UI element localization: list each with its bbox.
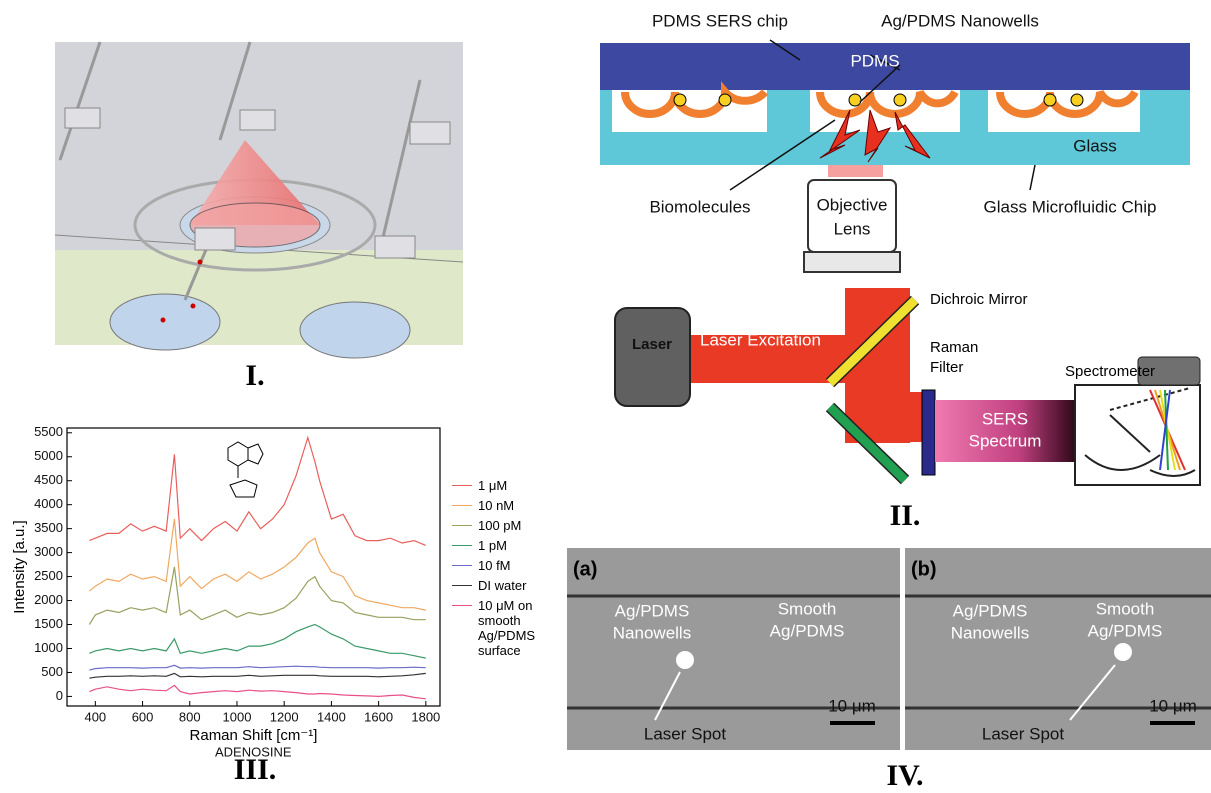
- panel-label: I.: [245, 359, 264, 392]
- legend-label: 10 fM: [478, 558, 548, 573]
- y-tick-label: 4500: [34, 472, 63, 487]
- region-label: Ag/PDMS: [1088, 621, 1163, 640]
- region-label: Ag/PDMS: [770, 621, 845, 640]
- legend-swatch: [452, 505, 472, 506]
- label: Raman: [930, 339, 978, 356]
- y-tick-label: 2000: [34, 592, 63, 607]
- series-line: [89, 438, 425, 546]
- legend: 1 μM 10 nM 100 pM 1 pM 10 fM DI water 10 μM on…: [452, 478, 562, 663]
- y-tick-label: 0: [56, 688, 63, 703]
- panel-i-render: [55, 42, 463, 358]
- series-line: [89, 625, 425, 659]
- legend-swatch: [452, 585, 472, 586]
- legend-swatch: [452, 605, 472, 606]
- series-line: [89, 665, 425, 670]
- x-tick-label: 1800: [411, 709, 440, 724]
- label: SERS: [982, 409, 1028, 428]
- x-tick-label: 400: [84, 709, 106, 724]
- legend-label: 1 pM: [478, 538, 548, 553]
- micrographs: [567, 548, 1211, 750]
- x-tick-label: 1400: [317, 709, 346, 724]
- scale-label: 10 μm: [828, 696, 876, 715]
- series-line: [89, 685, 425, 698]
- legend-label: 10 μM on smooth Ag/PDMS surface: [478, 598, 548, 658]
- x-tick-label: 1200: [270, 709, 299, 724]
- legend-entry: 10 fM: [452, 558, 562, 573]
- y-tick-label: 5500: [34, 424, 63, 439]
- legend-swatch: [452, 565, 472, 566]
- y-tick-label: 500: [41, 664, 63, 679]
- scale-label: 10 μm: [1149, 696, 1197, 715]
- spot-label: Laser Spot: [644, 724, 726, 743]
- legend-label: DI water: [478, 578, 548, 593]
- label: Glass: [1073, 136, 1116, 155]
- label: Spectrum: [969, 431, 1042, 450]
- label: Lens: [834, 219, 871, 238]
- label: Laser Excitation: [700, 330, 821, 349]
- y-axis-label: Intensity [a.u.]: [11, 520, 28, 613]
- label: Laser: [632, 336, 672, 353]
- legend-entry: 10 μM on smooth Ag/PDMS surface: [452, 598, 562, 658]
- legend-label: 100 pM: [478, 518, 548, 533]
- legend-entry: 100 pM: [452, 518, 562, 533]
- region-label: Smooth: [1096, 599, 1155, 618]
- panel-tag: (b): [911, 558, 937, 580]
- region-label: Nanowells: [613, 623, 691, 642]
- label: Dichroic Mirror: [930, 291, 1028, 308]
- region-label: Smooth: [778, 599, 837, 618]
- y-tick-label: 2500: [34, 568, 63, 583]
- region-label: Ag/PDMS: [615, 601, 690, 620]
- legend-entry: 1 pM: [452, 538, 562, 553]
- panel-ii-diagram: [600, 40, 1200, 485]
- label: Spectrometer: [1065, 363, 1155, 380]
- page: {"panel_labels": ["I.", "II.", "III.", "…: [0, 0, 1211, 793]
- legend-label: 10 nM: [478, 498, 548, 513]
- series-line: [89, 673, 425, 678]
- x-tick-label: 800: [179, 709, 201, 724]
- spot-label: Laser Spot: [982, 724, 1064, 743]
- series-line: [89, 567, 425, 625]
- panel-tag: (a): [573, 558, 597, 580]
- x-tick-label: 1000: [223, 709, 252, 724]
- y-tick-label: 3000: [34, 544, 63, 559]
- y-tick-label: 3500: [34, 520, 63, 535]
- figure: I. PDMS SERS chip Ag/PDMS Nanowells PDMS…: [0, 0, 1211, 793]
- legend-entry: 1 μM: [452, 478, 562, 493]
- label: PDMS: [850, 51, 899, 70]
- label: PDMS SERS chip: [652, 11, 788, 30]
- legend-label: 1 μM: [478, 478, 548, 493]
- label: Filter: [930, 359, 963, 376]
- region-label: Ag/PDMS: [953, 601, 1028, 620]
- chart: 0 500 1000 1500 2000 2500 3000 3500 4000 4500 5000…: [11, 424, 440, 744]
- panel-label: II.: [890, 499, 921, 532]
- legend-swatch: [452, 485, 472, 486]
- legend-swatch: [452, 545, 472, 546]
- y-tick-label: 5000: [34, 448, 63, 463]
- label: Ag/PDMS Nanowells: [881, 11, 1039, 30]
- x-axis-label: Raman Shift [cm⁻¹]: [190, 727, 318, 744]
- label: Biomolecules: [649, 197, 750, 216]
- panel-label: IV.: [887, 759, 924, 792]
- legend-entry: DI water: [452, 578, 562, 593]
- x-tick-label: 600: [132, 709, 154, 724]
- inset-molecule: [228, 442, 263, 497]
- legend-swatch: [452, 525, 472, 526]
- x-tick-label: 1600: [364, 709, 393, 724]
- region-label: Nanowells: [951, 623, 1029, 642]
- series-line: [89, 519, 425, 610]
- label: Glass Microfluidic Chip: [984, 197, 1157, 216]
- y-tick-label: 1500: [34, 616, 63, 631]
- y-tick-label: 1000: [34, 640, 63, 655]
- label: Objective: [817, 195, 888, 214]
- panel-label: III.: [234, 753, 277, 786]
- plot-frame: [67, 428, 440, 706]
- legend-entry: 10 nM: [452, 498, 562, 513]
- y-tick-label: 4000: [34, 496, 63, 511]
